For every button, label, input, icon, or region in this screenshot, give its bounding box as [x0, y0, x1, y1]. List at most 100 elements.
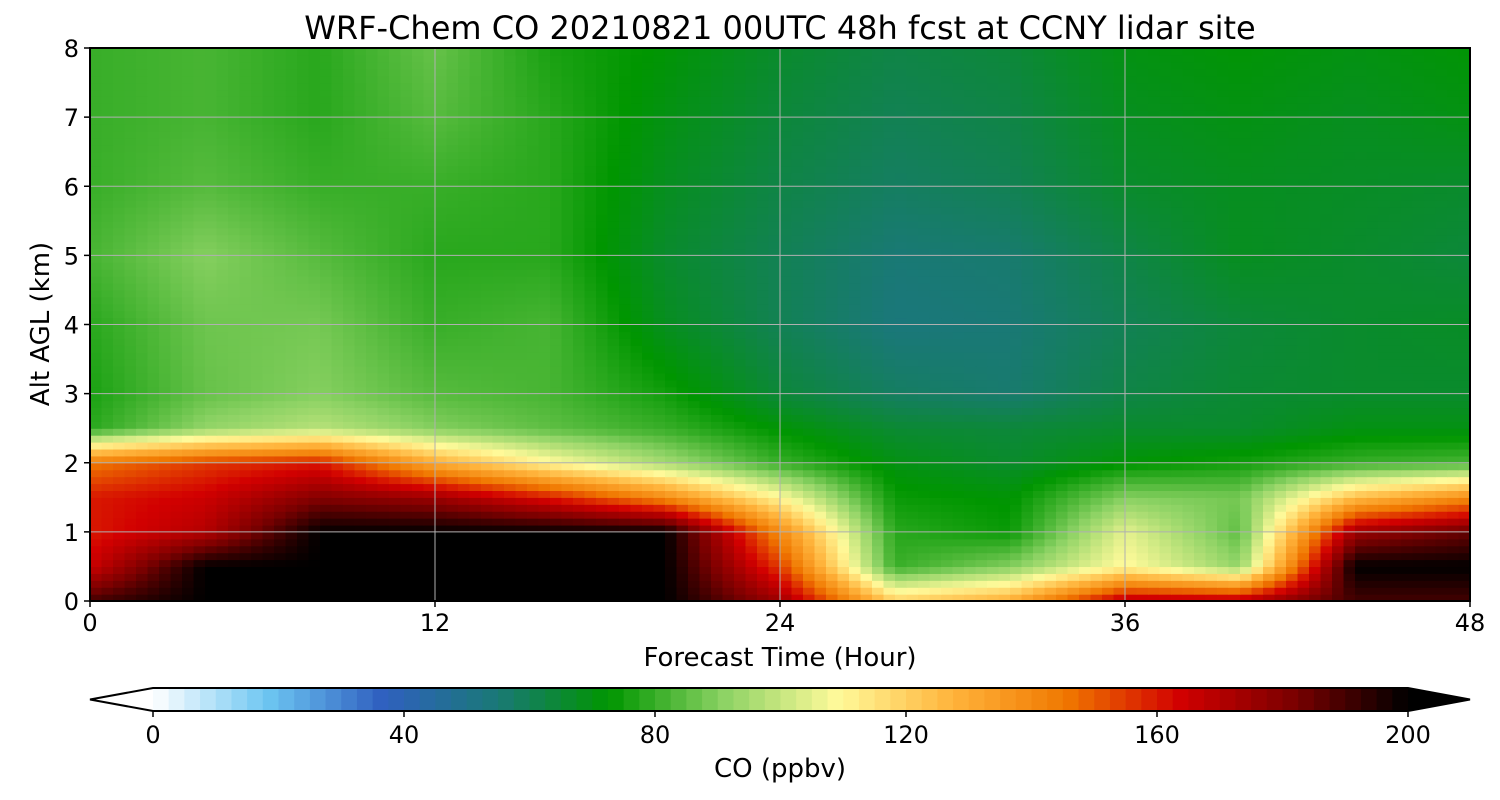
heatmap-cell: [216, 338, 229, 346]
heatmap-cell: [285, 566, 298, 574]
heatmap-cell: [469, 552, 482, 561]
heatmap-cell: [492, 587, 505, 595]
heatmap-cell: [676, 372, 689, 381]
heatmap-cell: [400, 338, 413, 346]
heatmap-cell: [895, 483, 908, 491]
heatmap-cell: [872, 587, 885, 595]
heatmap-cell: [446, 317, 459, 326]
heatmap-cell: [1228, 386, 1241, 395]
heatmap-cell: [515, 566, 528, 574]
heatmap-cell: [1136, 587, 1149, 595]
heatmap-cell: [987, 386, 1000, 395]
heatmap-cell: [676, 421, 689, 429]
heatmap-cell: [320, 552, 333, 561]
heatmap-cell: [998, 414, 1011, 422]
heatmap-cell: [952, 324, 965, 333]
heatmap-cell: [676, 442, 689, 450]
heatmap-cell: [1102, 317, 1115, 326]
heatmap-cell: [1251, 594, 1264, 601]
heatmap-cell: [941, 476, 954, 485]
heatmap-cell: [400, 559, 413, 568]
heatmap-cell: [906, 552, 919, 561]
heatmap-cell: [573, 538, 586, 547]
heatmap-cell: [596, 559, 609, 568]
heatmap-cell: [929, 518, 942, 526]
heatmap-cell: [308, 345, 321, 353]
heatmap-cell: [550, 476, 563, 485]
heatmap-cell: [136, 345, 149, 353]
heatmap-cell: [205, 511, 218, 519]
heatmap-cell: [780, 414, 793, 422]
heatmap-cell: [400, 524, 413, 533]
heatmap-cell: [159, 511, 172, 519]
heatmap-cell: [1263, 476, 1276, 485]
heatmap-cell: [906, 414, 919, 422]
heatmap-cell: [849, 428, 862, 436]
heatmap-cell: [458, 338, 471, 346]
heatmap-cell: [699, 372, 712, 381]
heatmap-cell: [630, 442, 643, 450]
heatmap-cell: [607, 559, 620, 568]
heatmap-cell: [895, 587, 908, 595]
heatmap-cell: [274, 442, 287, 450]
heatmap-cell: [975, 352, 988, 360]
heatmap-cell: [1343, 414, 1356, 422]
heatmap-cell: [1401, 566, 1414, 574]
heatmap-cell: [1274, 476, 1287, 485]
heatmap-cell: [492, 531, 505, 540]
heatmap-cell: [239, 469, 252, 478]
heatmap-cell: [573, 393, 586, 402]
heatmap-cell: [1366, 594, 1379, 601]
heatmap-cell: [780, 531, 793, 540]
heatmap-cell: [435, 469, 448, 478]
heatmap-cell: [423, 580, 436, 588]
heatmap-cell: [1090, 352, 1103, 360]
heatmap-cell: [216, 552, 229, 561]
heatmap-cell: [1424, 476, 1437, 485]
heatmap-cell: [780, 587, 793, 595]
heatmap-cell: [1010, 421, 1023, 429]
heatmap-cell: [1378, 317, 1391, 326]
heatmap-cell: [320, 407, 333, 415]
heatmap-cell: [1274, 552, 1287, 561]
heatmap-cell: [1136, 483, 1149, 491]
heatmap-cell: [1033, 483, 1046, 491]
heatmap-cell: [193, 421, 206, 429]
heatmap-cell: [113, 345, 126, 353]
heatmap-cell: [941, 580, 954, 588]
heatmap-cell: [538, 483, 551, 491]
heatmap-cell: [136, 476, 149, 485]
heatmap-cell: [1447, 518, 1460, 526]
heatmap-cell: [1274, 504, 1287, 512]
heatmap-cell: [205, 483, 218, 491]
heatmap-cell: [159, 435, 172, 443]
heatmap-cell: [607, 324, 620, 333]
heatmap-cell: [1182, 386, 1195, 395]
heatmap-cell: [412, 428, 425, 436]
heatmap-cell: [780, 372, 793, 381]
heatmap-cell: [1389, 372, 1402, 381]
heatmap-cell: [1389, 462, 1402, 471]
heatmap-cell: [1148, 455, 1161, 464]
heatmap-cell: [941, 483, 954, 491]
heatmap-cell: [504, 435, 517, 443]
heatmap-cell: [872, 490, 885, 498]
heatmap-cell: [1113, 317, 1126, 326]
heatmap-cell: [251, 511, 264, 519]
heatmap-cell: [837, 407, 850, 415]
heatmap-cell: [642, 365, 655, 374]
heatmap-cell: [1159, 317, 1172, 326]
heatmap-cell: [1297, 497, 1310, 505]
heatmap-cell: [124, 338, 137, 346]
heatmap-cell: [941, 345, 954, 353]
heatmap-cell: [1010, 324, 1023, 333]
heatmap-cell: [481, 317, 494, 326]
heatmap-cell: [596, 455, 609, 464]
heatmap-cell: [584, 580, 597, 588]
heatmap-cell: [412, 414, 425, 422]
heatmap-cell: [1240, 490, 1253, 498]
heatmap-cell: [1435, 469, 1448, 478]
heatmap-cell: [768, 469, 781, 478]
heatmap-cell: [607, 442, 620, 450]
heatmap-cell: [676, 400, 689, 409]
